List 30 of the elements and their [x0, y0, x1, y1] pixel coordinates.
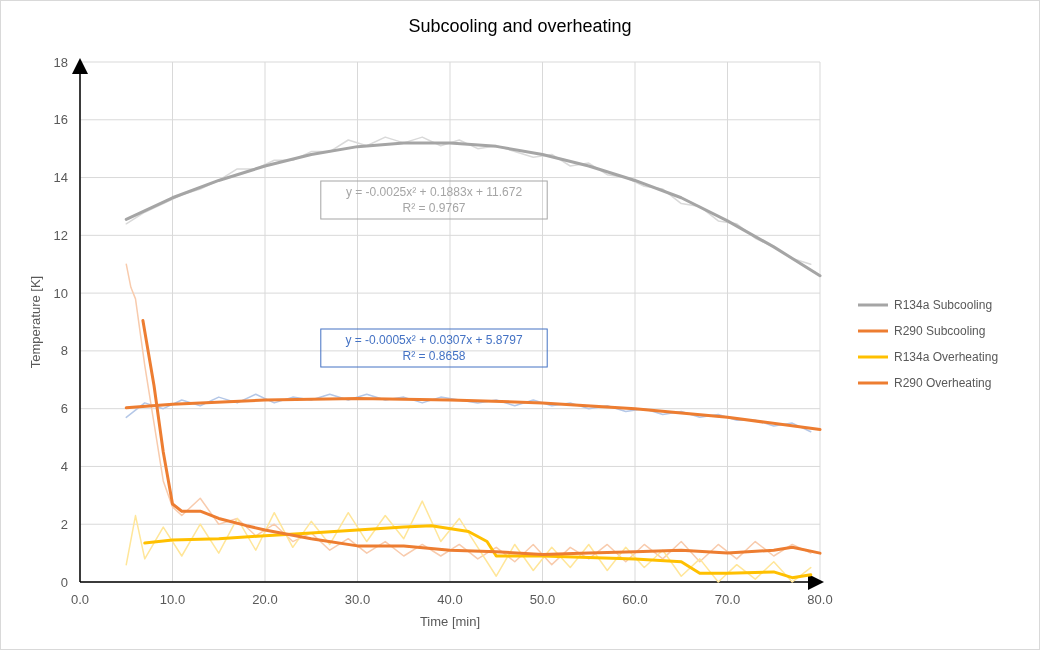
x-tick-label: 40.0 [437, 592, 463, 607]
x-tick-label: 20.0 [252, 592, 278, 607]
x-tick-label: 60.0 [622, 592, 648, 607]
x-tick-label: 80.0 [807, 592, 833, 607]
x-tick-label: 10.0 [159, 592, 186, 607]
x-tick-label: 50.0 [529, 592, 556, 607]
legend-label: R290 Overheating [894, 376, 992, 391]
legend-label: R134a Overheating [894, 350, 999, 365]
y-tick-label: 8 [60, 343, 68, 359]
y-tick-label: 2 [60, 516, 68, 532]
line-series [125, 500, 812, 583]
y-tick-label: 14 [53, 170, 68, 186]
y-axis-title: Temperature [K] [28, 275, 43, 369]
y-tick-label: 6 [60, 401, 68, 417]
x-tick-label: 70.0 [714, 592, 741, 607]
annotation: y = -0.0025x² + 0.1883x + 11.672 R² = 0.9767 [345, 185, 523, 215]
y-tick-label: 16 [53, 112, 68, 128]
annotation: y = -0.0005x² + 0.0307x + 5.8797 R² = 0.8658 [345, 333, 523, 363]
y-tick-label: 10 [53, 285, 68, 301]
legend-label: R134a Subcooling [894, 298, 993, 313]
y-tick-label: 4 [60, 458, 68, 474]
legend-label: R290 Subcooling [894, 324, 986, 339]
line-series [125, 263, 812, 566]
y-tick-label: 12 [53, 227, 68, 243]
y-tick-label: 0 [60, 574, 68, 590]
x-axis-title: Time [min] [419, 614, 481, 629]
x-tick-label: 0.0 [70, 592, 90, 607]
chart-title: Subcooling and overheating [408, 16, 632, 36]
x-tick-label: 30.0 [344, 592, 371, 607]
y-tick-label: 18 [53, 54, 68, 70]
